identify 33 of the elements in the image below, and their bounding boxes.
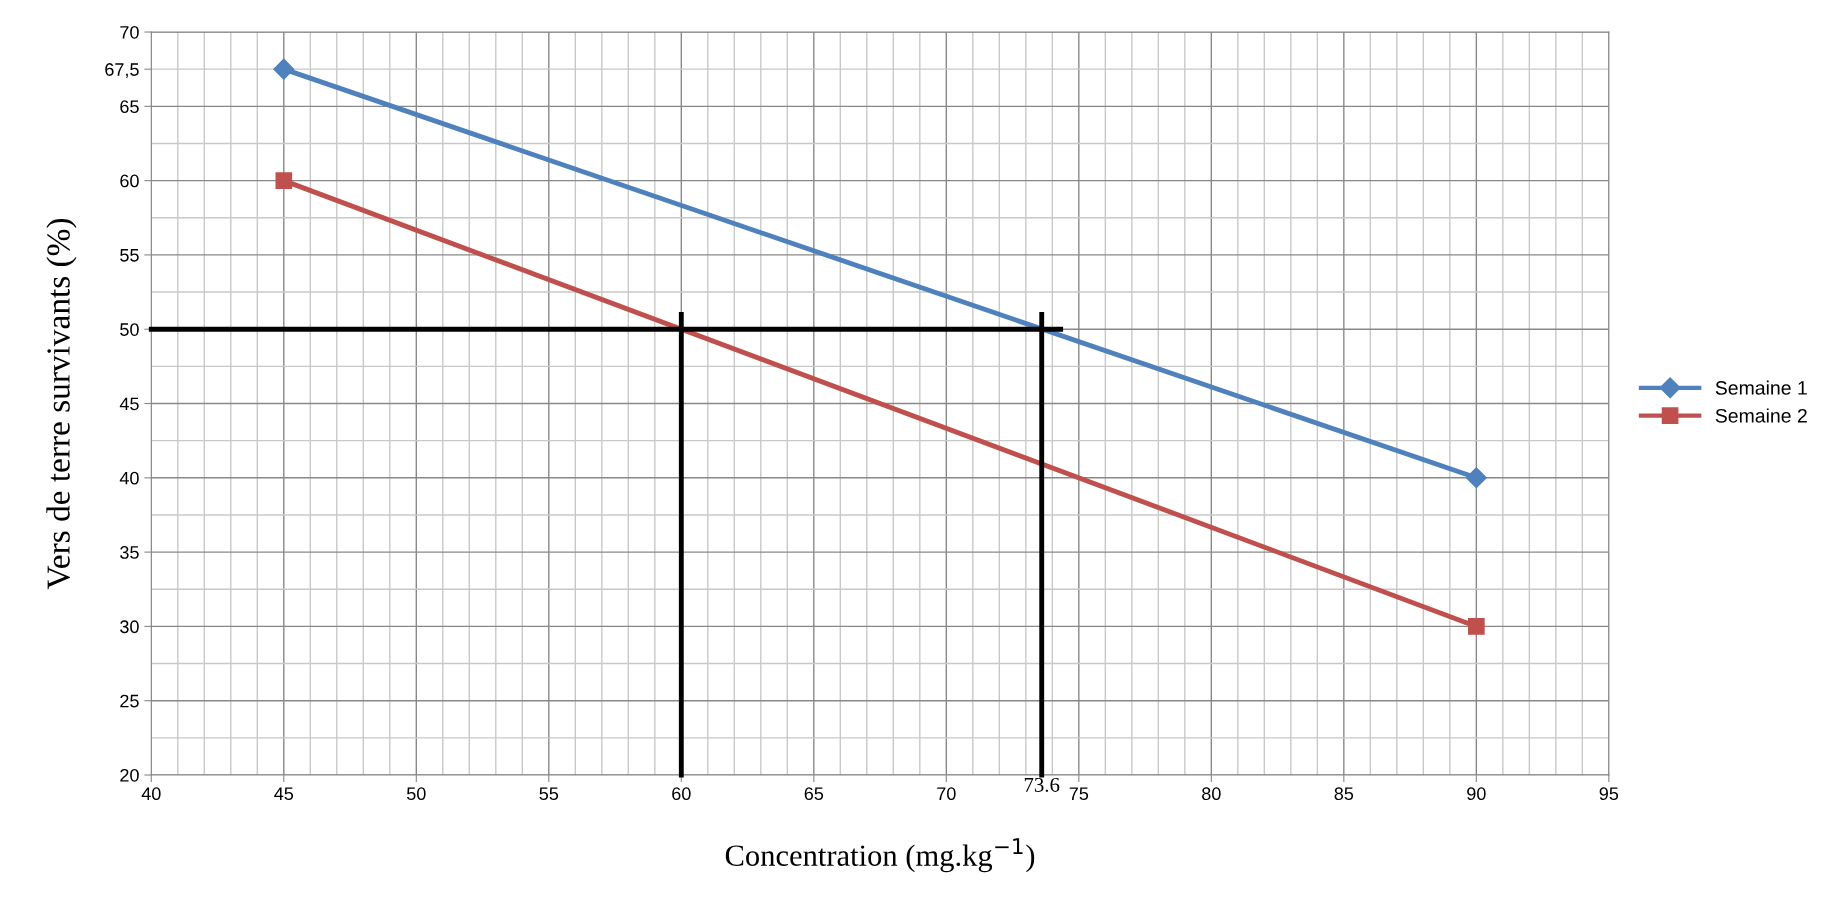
y-tick-label: 30 — [120, 620, 139, 634]
point — [1465, 467, 1487, 489]
y-tick-label: 67,5 — [105, 63, 139, 79]
x-tick-label: 80 — [1202, 787, 1221, 801]
y-tick-label: 45 — [119, 397, 139, 411]
x-tick-label: 85 — [1334, 787, 1354, 801]
x-tick-label: 95 — [1599, 787, 1619, 801]
x-tick-label: 60 — [672, 787, 691, 801]
y-tick-label: 50 — [120, 323, 139, 336]
x-tick-label: 70 — [937, 787, 956, 801]
y-tick-label: 65 — [120, 100, 139, 114]
y-tick-label: 55 — [120, 249, 139, 262]
x-tick-label: 75 — [1069, 787, 1089, 801]
y-tick-label: 70 — [120, 25, 139, 39]
y-tick-label: 20 — [120, 768, 139, 782]
y-axis-title: Vers de terre survivants (%) — [46, 218, 77, 590]
x-tick-label: 65 — [804, 787, 824, 801]
point — [275, 172, 293, 189]
x-tick-label: 45 — [274, 787, 294, 801]
x-tick-label: 50 — [406, 787, 426, 801]
y-tick-label: 35 — [120, 546, 139, 559]
y-tick-label: 60 — [120, 174, 139, 188]
x-tick-label: 55 — [539, 787, 559, 801]
y-tick-label: 25 — [120, 694, 139, 708]
x-tick-label: 40 — [141, 787, 161, 801]
point — [1467, 618, 1485, 635]
y-tick-label: 40 — [119, 471, 139, 485]
ref-line-label: 73.6 — [1024, 777, 1060, 792]
legend-label: Semaine 1 — [1715, 380, 1807, 395]
x-axis-title: Concentration (mg.kg$^{−1}$) — [725, 838, 1035, 873]
point — [273, 58, 295, 80]
x-tick-label: 90 — [1467, 787, 1486, 801]
legend-label: Semaine 2 — [1715, 408, 1807, 423]
